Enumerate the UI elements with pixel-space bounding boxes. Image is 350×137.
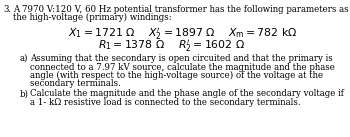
Text: secondary terminals.: secondary terminals. [30, 79, 121, 89]
Text: Calculate the magnitude and the phase angle of the secondary voltage if: Calculate the magnitude and the phase an… [30, 89, 344, 99]
Text: $X_{\mathrm{m}} = 782\ \mathrm{k}\Omega$: $X_{\mathrm{m}} = 782\ \mathrm{k}\Omega$ [228, 26, 298, 40]
Text: a 1- kΩ resistive load is connected to the secondary terminals.: a 1- kΩ resistive load is connected to t… [30, 98, 301, 107]
Text: $X^{\prime}_2 = 1897\ \Omega$: $X^{\prime}_2 = 1897\ \Omega$ [148, 26, 216, 42]
Text: the high-voltage (primary) windings:: the high-voltage (primary) windings: [13, 13, 172, 22]
Text: A 7970 V:120 V, 60 Hz potential transformer has the following parameters as seen: A 7970 V:120 V, 60 Hz potential transfor… [13, 5, 350, 14]
Text: $X_1 = 1721\ \Omega$: $X_1 = 1721\ \Omega$ [68, 26, 135, 40]
Text: connected to a 7.97 kV source, calculate the magnitude and the phase: connected to a 7.97 kV source, calculate… [30, 62, 335, 72]
Text: Assuming that the secondary is open circuited and that the primary is: Assuming that the secondary is open circ… [30, 54, 333, 63]
Text: b): b) [20, 89, 29, 99]
Text: $R^{\prime}_2 = 1602\ \Omega$: $R^{\prime}_2 = 1602\ \Omega$ [178, 38, 245, 54]
Text: 3.: 3. [3, 5, 11, 14]
Text: angle (with respect to the high-voltage source) of the voltage at the: angle (with respect to the high-voltage … [30, 71, 323, 80]
Text: $R_1 = 1378\ \Omega$: $R_1 = 1378\ \Omega$ [98, 38, 165, 52]
Text: a): a) [20, 54, 28, 63]
